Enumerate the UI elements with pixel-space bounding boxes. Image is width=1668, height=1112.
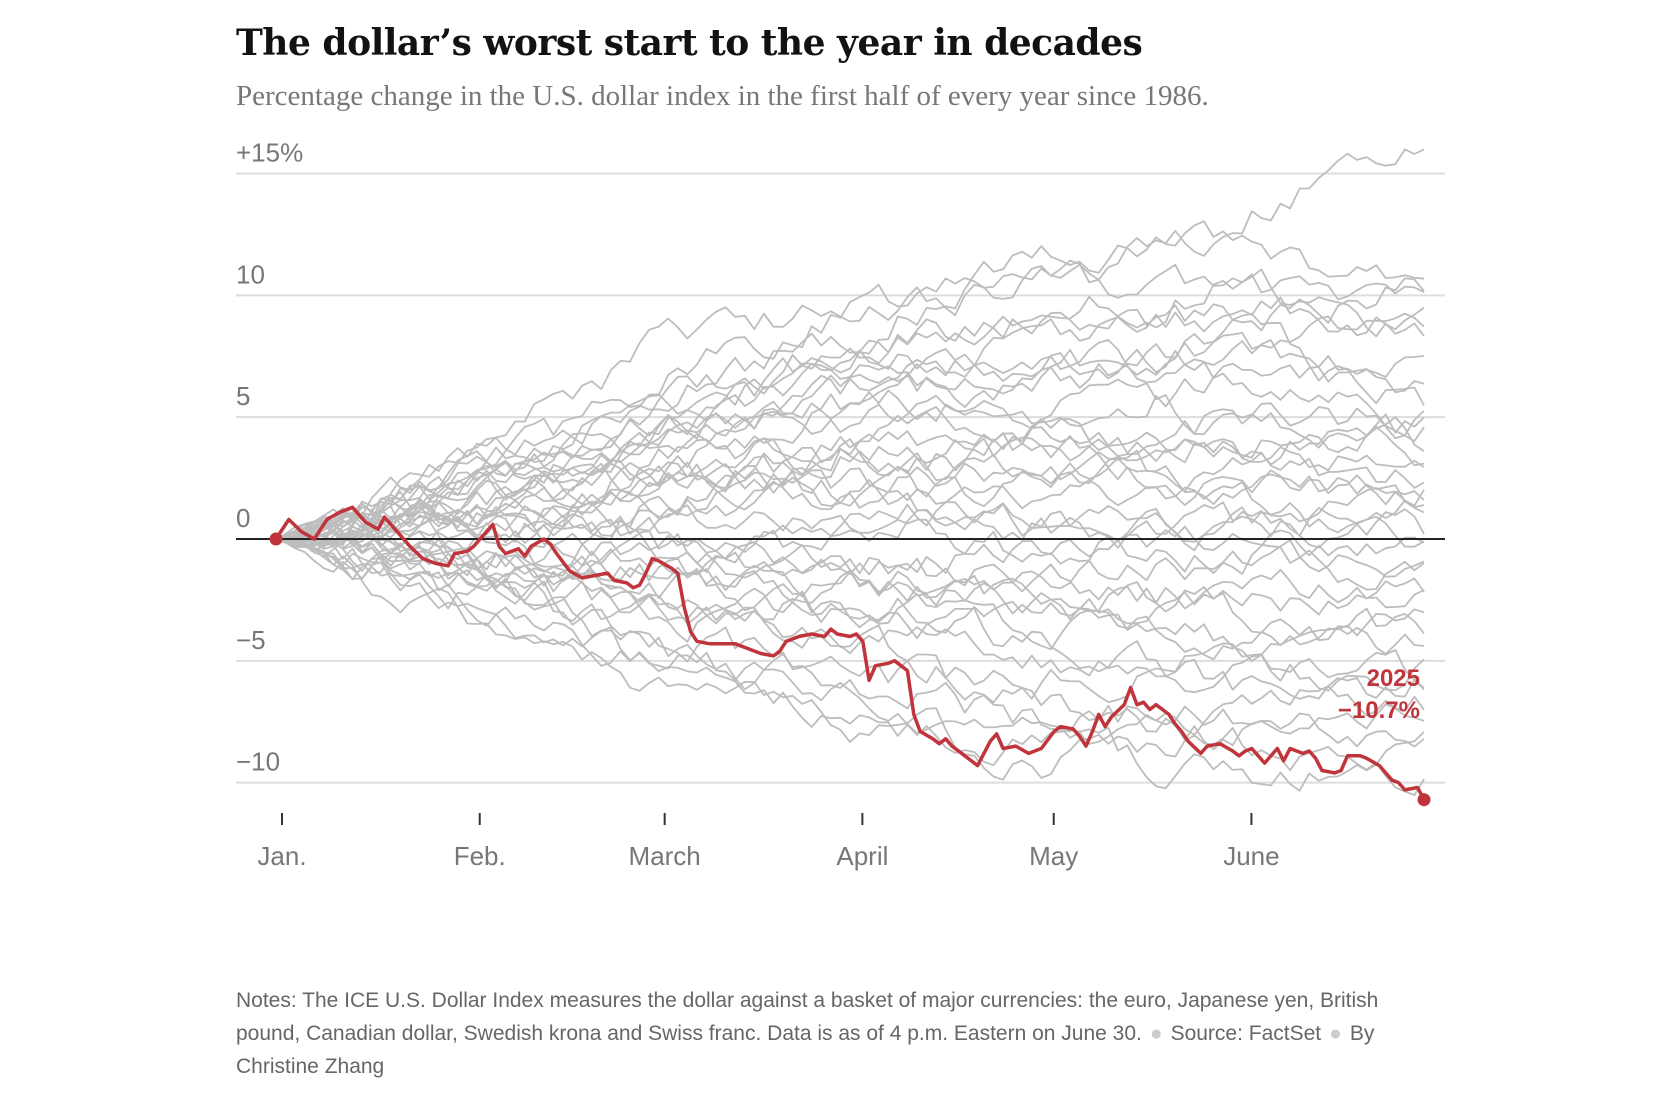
y-tick-label: 0 <box>236 503 250 533</box>
year-line <box>275 339 1425 545</box>
highlight-label: 2025 −10.7% <box>1338 665 1420 724</box>
separator-dot: ● <box>1329 1022 1342 1045</box>
x-tick-label: May <box>1029 841 1078 871</box>
year-line <box>275 538 1425 642</box>
year-line <box>275 259 1425 540</box>
highlight-2025-series <box>269 505 1431 807</box>
year-line <box>275 412 1425 546</box>
y-axis-labels: +15% 10 5 0 −5 −10 <box>236 138 303 777</box>
start-point <box>269 532 283 546</box>
x-axis: Jan. Feb. March April May June <box>257 813 1280 871</box>
year-line <box>275 538 1425 796</box>
year-line <box>275 268 1425 540</box>
x-tick-label: April <box>836 841 888 871</box>
chart-subtitle: Percentage change in the U.S. dollar ind… <box>236 80 1209 112</box>
separator-dot: ● <box>1149 1022 1163 1045</box>
highlight-value-label: −10.7% <box>1338 697 1420 724</box>
byline-text: By Christine Zhang <box>236 1022 1375 1078</box>
year-line <box>275 355 1425 540</box>
highlight-line-2025 <box>274 505 1426 801</box>
y-tick-label: 5 <box>236 381 250 411</box>
y-tick-label: −10 <box>236 747 280 777</box>
year-line <box>275 538 1425 745</box>
source-text: Source: FactSet <box>1170 1022 1322 1045</box>
historical-year-lines <box>275 148 1425 796</box>
year-line <box>275 312 1425 540</box>
chart-title: The dollar’s worst start to the year in … <box>236 22 1143 64</box>
x-tick-label: Jan. <box>257 841 306 871</box>
chart-notes: Notes: The ICE U.S. Dollar Index measure… <box>236 984 1416 1083</box>
year-line <box>275 533 1425 751</box>
year-line <box>275 418 1425 577</box>
x-tick-label: March <box>629 841 701 871</box>
year-line <box>275 433 1425 540</box>
year-line <box>275 538 1425 736</box>
year-line <box>275 296 1425 540</box>
year-line <box>275 529 1425 722</box>
notes-text: Notes: The ICE U.S. Dollar Index measure… <box>236 989 1379 1045</box>
year-line <box>275 537 1425 694</box>
year-line <box>275 220 1425 546</box>
y-tick-label: +15% <box>236 138 303 168</box>
end-point <box>1417 793 1431 807</box>
y-tick-label: −5 <box>236 625 266 655</box>
year-line <box>275 533 1425 661</box>
year-line <box>275 538 1425 792</box>
y-tick-label: 10 <box>236 259 265 289</box>
highlight-year-label: 2025 <box>1367 665 1420 692</box>
year-line <box>275 339 1425 540</box>
year-line <box>275 406 1425 540</box>
year-line <box>275 538 1425 703</box>
year-line <box>275 413 1425 540</box>
year-line <box>275 487 1425 579</box>
x-tick-label: Feb. <box>454 841 506 871</box>
year-line <box>276 515 1425 577</box>
x-tick-label: June <box>1223 841 1279 871</box>
